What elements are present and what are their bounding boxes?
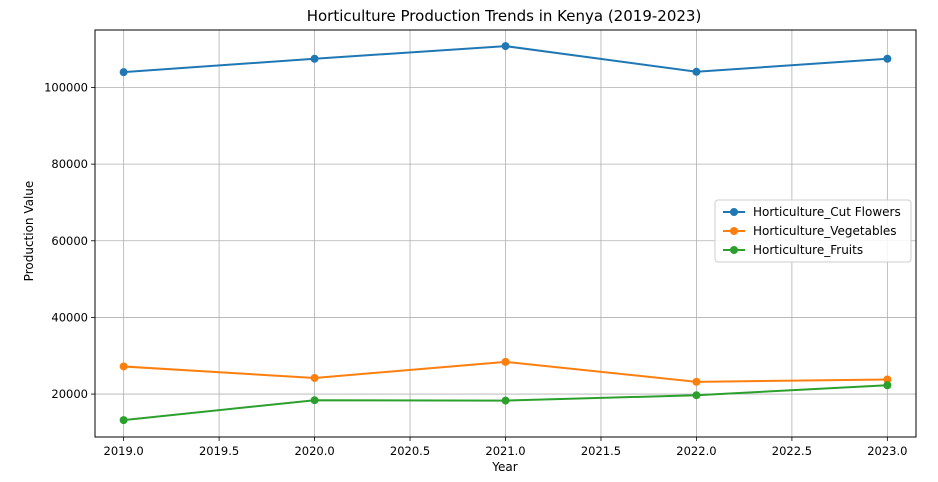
- y-tick-label: 40000: [51, 310, 88, 324]
- legend-marker: [730, 227, 738, 235]
- data-point: [692, 391, 701, 400]
- x-tick-label: 2021.5: [581, 444, 621, 458]
- data-point: [310, 396, 319, 405]
- data-point: [883, 375, 892, 384]
- y-tick-label: 100000: [44, 80, 88, 94]
- legend-marker: [730, 208, 738, 216]
- x-tick-label: 2019.5: [199, 444, 239, 458]
- data-point: [119, 416, 128, 425]
- data-point: [119, 68, 128, 77]
- data-point: [310, 373, 319, 382]
- series-3: [119, 381, 892, 425]
- legend-label: Horticulture_Fruits: [753, 243, 863, 257]
- gridlines: [95, 30, 916, 437]
- x-tick-label: 2021.0: [485, 444, 525, 458]
- legend-item: Horticulture_Vegetables: [723, 224, 897, 238]
- chart-title: Horticulture Production Trends in Kenya …: [307, 7, 702, 25]
- legend-item: Horticulture_Fruits: [723, 243, 863, 257]
- y-tick-label: 60000: [51, 234, 88, 248]
- data-point: [119, 362, 128, 371]
- data-point: [692, 67, 701, 76]
- data-point: [883, 54, 892, 63]
- legend-label: Horticulture_Cut Flowers: [753, 205, 901, 219]
- series-2: [119, 357, 892, 386]
- x-axis-label: Year: [491, 460, 517, 474]
- legend-label: Horticulture_Vegetables: [753, 224, 897, 238]
- data-point: [501, 42, 510, 51]
- data-point: [883, 381, 892, 390]
- y-axis: 20000 40000 60000 80000 100000: [44, 80, 95, 401]
- x-tick-label: 2023.0: [867, 444, 907, 458]
- data-point: [310, 54, 319, 63]
- data-point: [501, 396, 510, 405]
- series-layer: [119, 42, 892, 425]
- x-tick-label: 2020.5: [390, 444, 430, 458]
- legend-item: Horticulture_Cut Flowers: [723, 205, 901, 219]
- x-tick-label: 2022.5: [772, 444, 812, 458]
- y-tick-label: 80000: [51, 157, 88, 171]
- y-axis-label: Production Value: [22, 181, 36, 282]
- y-tick-label: 20000: [51, 387, 88, 401]
- x-tick-label: 2020.0: [294, 444, 334, 458]
- x-tick-label: 2019.0: [104, 444, 144, 458]
- x-tick-label: 2022.0: [676, 444, 716, 458]
- x-axis: 2019.0 2019.5 2020.0 2020.5 2021.0 2021.5 2022…: [104, 437, 907, 458]
- data-point: [501, 357, 510, 366]
- data-point: [692, 377, 701, 386]
- series-1: [119, 42, 892, 77]
- legend-box: [714, 199, 912, 263]
- legend-marker: [730, 246, 738, 254]
- legend: Horticulture_Cut Flowers Horticulture_Veg…: [714, 199, 912, 263]
